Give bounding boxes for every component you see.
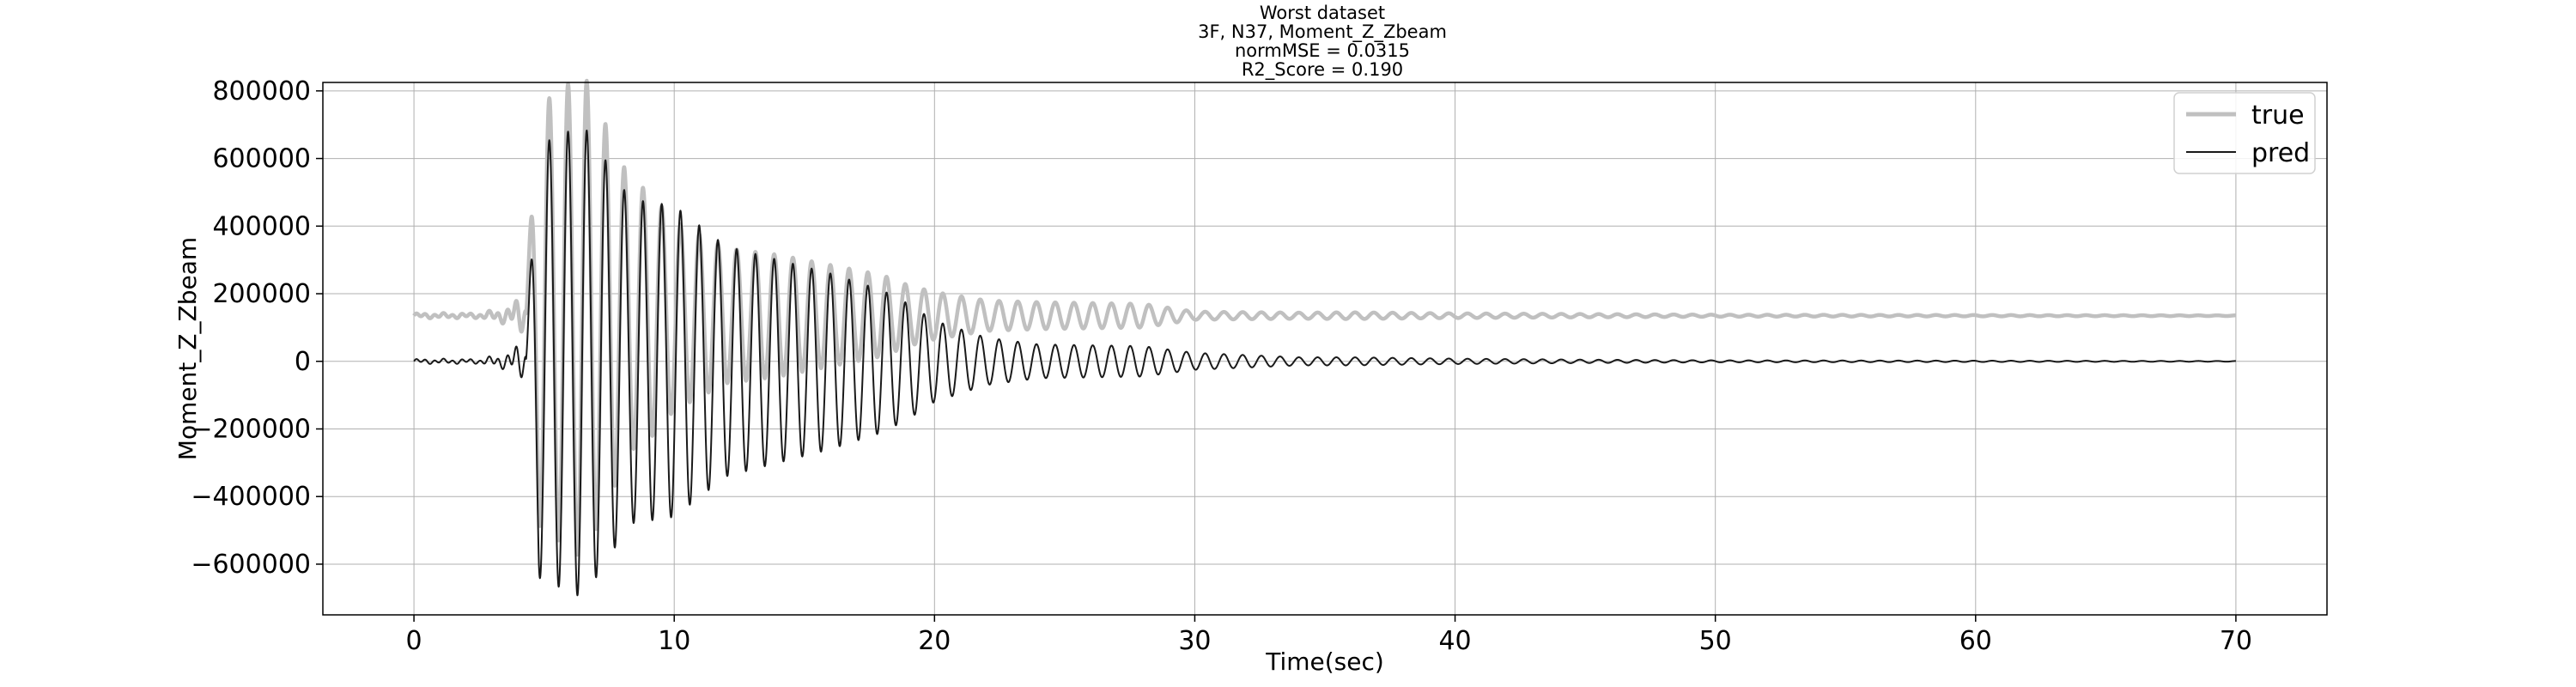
x-tick-label: 60 [1959,626,1992,656]
y-axis-label: Moment_Z_Zbeam [173,237,202,460]
ticks: 0 10 20 30 40 50 60 70 −600000 −400000 −200000 0 200… [191,76,2252,656]
y-tick-label: 600000 [212,144,311,174]
x-tick-label: 40 [1438,626,1471,656]
title-line-3: normMSE = 0.0315 [1235,40,1410,61]
series-line-pred [413,129,2237,597]
x-tick-label: 30 [1178,626,1211,656]
y-tick-label: 400000 [212,211,311,241]
y-tick-label: −400000 [191,482,311,512]
x-tick-label: 50 [1699,626,1732,656]
x-tick-label: 10 [658,626,690,656]
y-tick-label: 0 [295,347,311,377]
title-line-1: Worst dataset [1260,3,1385,23]
legend-label-pred: pred [2251,138,2310,168]
y-tick-label: −200000 [191,414,311,444]
x-tick-label: 70 [2220,626,2252,656]
legend-label-true: true [2251,100,2305,131]
y-tick-label: 800000 [212,76,311,106]
chart-title: Worst dataset 3F, N37, Moment_Z_Zbeam no… [1198,3,1447,81]
legend: true pred [2173,92,2316,174]
x-axis-label: Time(sec) [1265,647,1384,676]
y-tick-label: 200000 [212,279,311,309]
grid [323,82,2327,615]
x-tick-label: 20 [918,626,951,656]
x-tick-label: 0 [406,626,422,656]
plot-area [322,82,2328,616]
title-line-4: R2_Score = 0.190 [1242,59,1403,81]
y-tick-label: −600000 [191,550,311,580]
series-layer [412,78,2238,597]
series-line-true [412,78,2238,557]
title-line-2: 3F, N37, Moment_Z_Zbeam [1198,21,1447,43]
